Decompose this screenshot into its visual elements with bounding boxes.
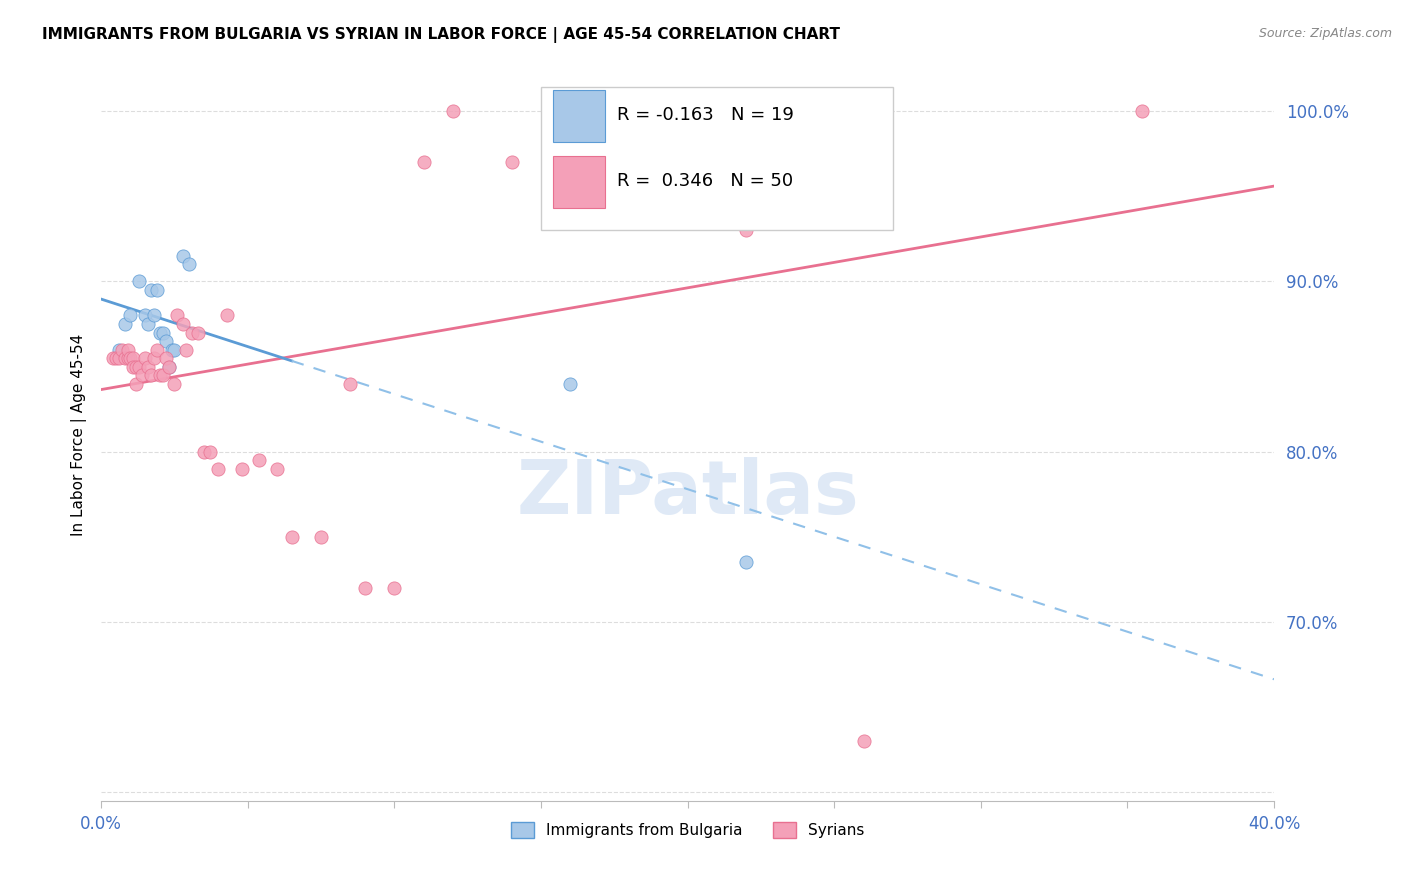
Point [125,376,148,391]
Point [177,257,200,271]
Text: IMMIGRANTS FROM BULGARIA VS SYRIAN IN LABOR FORCE | AGE 45-54 CORRELATION CHART: IMMIGRANTS FROM BULGARIA VS SYRIAN IN LA… [42,27,841,43]
Point [560,376,582,391]
Text: R = -0.163   N = 19: R = -0.163 N = 19 [617,105,794,124]
Point [120,351,142,365]
Point [155,334,177,348]
Legend: Immigrants from Bulgaria, Syrians: Immigrants from Bulgaria, Syrians [505,816,870,845]
Point [217,309,239,323]
Text: R =  0.346   N = 50: R = 0.346 N = 50 [617,171,793,190]
Point [149,368,172,383]
Point [122,359,145,374]
Point [157,359,180,374]
Point [354,581,377,595]
Point [146,343,169,357]
Point [309,530,332,544]
Point [146,283,169,297]
Point [136,359,159,374]
Point [823,104,845,119]
Point [172,317,194,331]
Point [174,343,197,357]
Point [266,462,288,476]
Point [122,351,145,365]
Point [166,309,188,323]
Point [111,343,134,357]
Point [441,104,464,119]
Point [152,368,174,383]
Point [149,326,172,340]
Point [117,343,139,357]
Point [1130,104,1153,119]
Point [128,274,150,288]
Point [131,368,153,383]
Point [142,309,165,323]
Point [117,351,139,365]
Point [412,155,434,169]
Point [101,351,124,365]
Point [152,326,174,340]
Point [198,444,221,458]
Point [501,155,523,169]
Point [181,326,204,340]
Point [172,249,194,263]
Point [852,734,875,748]
Point [134,309,156,323]
Y-axis label: In Labor Force | Age 45-54: In Labor Force | Age 45-54 [72,334,87,536]
Point [139,368,162,383]
Text: ZIPatlas: ZIPatlas [516,457,859,530]
Point [231,462,253,476]
Point [339,376,361,391]
Point [603,104,626,119]
Point [139,283,162,297]
Point [120,309,142,323]
Point [107,351,129,365]
Point [114,317,136,331]
Point [735,556,758,570]
Point [128,359,150,374]
FancyBboxPatch shape [541,87,893,229]
Point [104,351,127,365]
Point [560,104,582,119]
Point [134,351,156,365]
Point [160,343,183,357]
Point [382,581,405,595]
Point [136,317,159,331]
Point [735,223,758,237]
Point [157,359,180,374]
Point [187,326,209,340]
Point [107,343,129,357]
Text: Source: ZipAtlas.com: Source: ZipAtlas.com [1258,27,1392,40]
Point [163,376,186,391]
Point [155,351,177,365]
Bar [553,90,606,142]
Point [142,351,165,365]
Point [249,453,271,467]
Point [163,343,186,357]
Point [114,351,136,365]
Point [125,359,148,374]
Point [193,444,215,458]
Point [207,462,229,476]
Point [280,530,302,544]
Bar [553,156,606,208]
